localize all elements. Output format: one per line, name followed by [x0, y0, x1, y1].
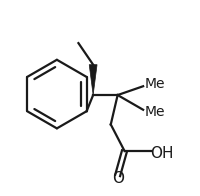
Text: Me: Me	[145, 105, 166, 119]
Text: OH: OH	[151, 146, 174, 161]
Polygon shape	[89, 65, 97, 95]
Text: O: O	[112, 171, 124, 186]
Text: Me: Me	[145, 77, 166, 91]
